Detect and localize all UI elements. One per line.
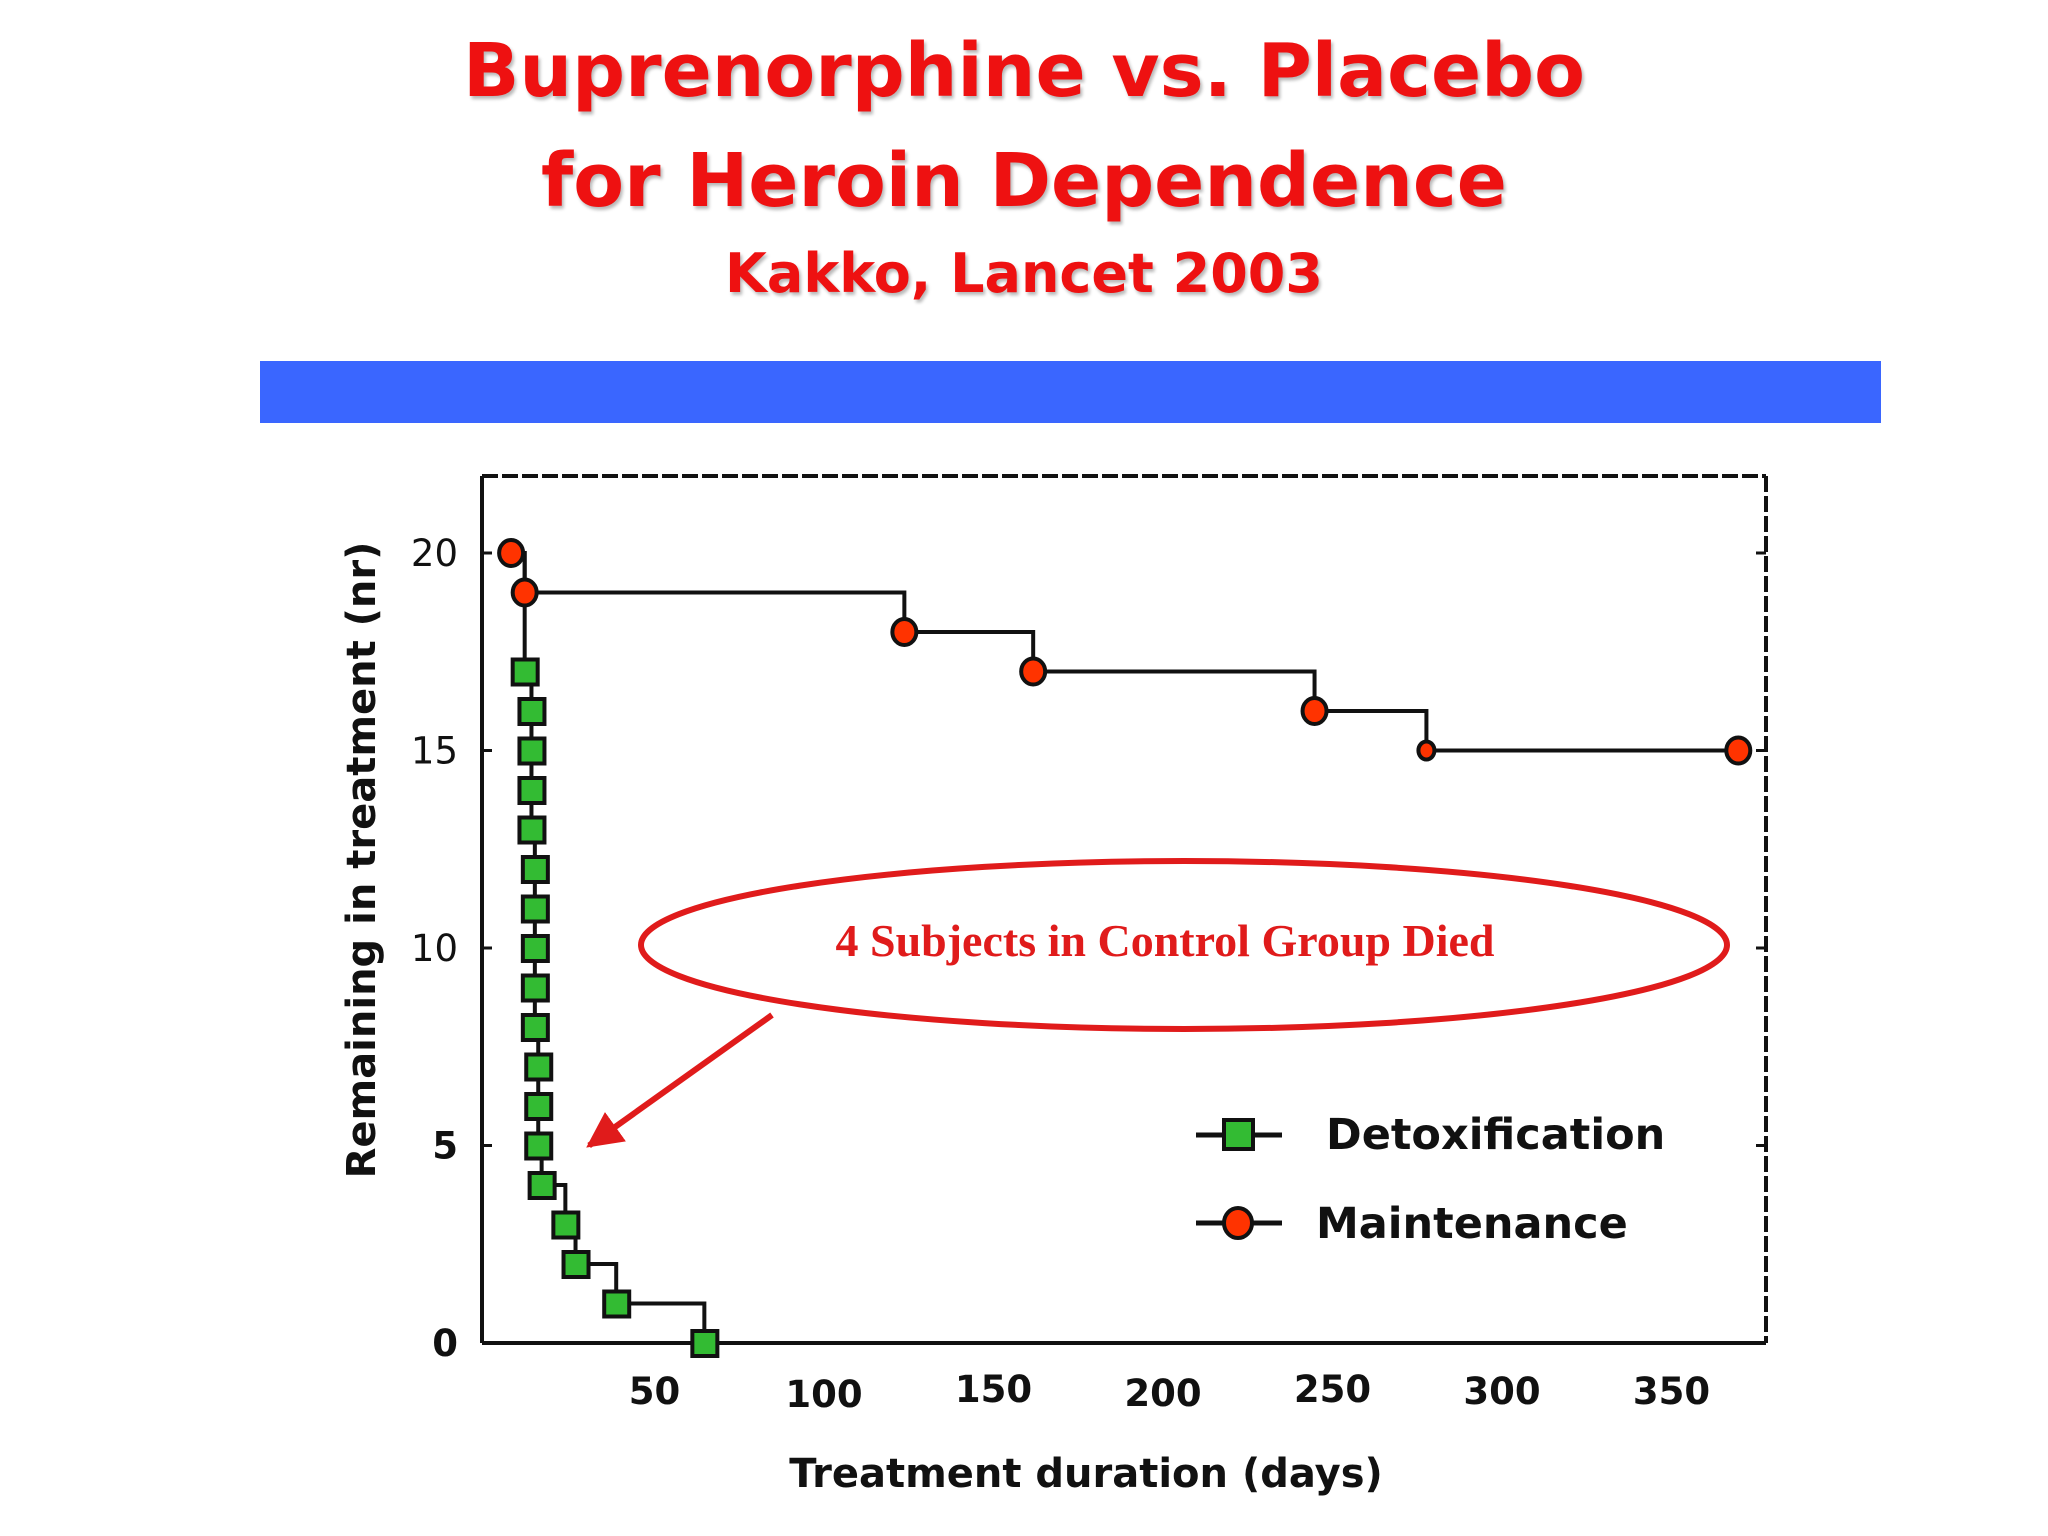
- y-tick-label-0: 0: [432, 1322, 458, 1365]
- detox-point-2: [517, 736, 547, 766]
- annotation-text: 4 Subjects in Control Group Died: [835, 915, 1494, 966]
- x-tick-label-250: 250: [1294, 1368, 1371, 1411]
- legend: Detoxification Maintenance: [1196, 1110, 1665, 1249]
- y-tick-label-15: 15: [411, 730, 458, 773]
- legend-maintenance-label: Maintenance: [1316, 1199, 1628, 1249]
- maintenance-point-4: [1300, 696, 1329, 726]
- series-layer: [497, 538, 1753, 1358]
- annotation-ellipse: [638, 858, 1730, 1032]
- detox-point-13: [527, 1171, 557, 1200]
- y-axis-title: Remaining in treatment (nr): [339, 542, 385, 1179]
- x-tick-label-300: 300: [1463, 1370, 1540, 1413]
- detox-point-5: [520, 855, 550, 884]
- slide-subtitle: Kakko, Lancet 2003: [725, 242, 1323, 305]
- maintenance-point-5: [1416, 739, 1437, 762]
- x-tick-label-100: 100: [785, 1373, 862, 1416]
- detox-point-14: [551, 1210, 581, 1240]
- x-tick-label-200: 200: [1124, 1372, 1201, 1415]
- detox-point-6: [520, 894, 550, 924]
- slide-title-line2: for Heroin Dependence: [541, 138, 1507, 224]
- detox-point-10: [524, 1052, 554, 1082]
- detox-point-0: [510, 657, 540, 687]
- y-tick-label-10: 10: [411, 927, 458, 970]
- legend-detox-label: Detoxification: [1326, 1110, 1665, 1160]
- maintenance-point-3: [1019, 656, 1048, 687]
- detox-point-17: [690, 1329, 720, 1358]
- detox-point-16: [602, 1289, 632, 1319]
- y-tick-label-5: 5: [432, 1125, 458, 1168]
- y-tick-label-20: 20: [411, 532, 458, 575]
- x-tick-label-150: 150: [955, 1368, 1032, 1411]
- x-axis-title: Treatment duration (days): [789, 1451, 1383, 1497]
- detox-point-8: [520, 973, 550, 1003]
- detox-point-9: [520, 1013, 550, 1042]
- axis-layer: 50 100 150 200 250 300 350 0 5 10 15 20: [411, 532, 1766, 1416]
- maintenance-point-0: [497, 538, 526, 568]
- legend-maintenance-marker: [1222, 1206, 1254, 1240]
- detox-point-11: [524, 1092, 554, 1121]
- x-tick-label-350: 350: [1633, 1370, 1710, 1413]
- detox-point-1: [517, 697, 547, 726]
- blue-banner: [260, 361, 1881, 423]
- maintenance-point-2: [890, 617, 919, 647]
- detox-point-15: [561, 1250, 591, 1279]
- x-tick-label-50: 50: [629, 1370, 681, 1413]
- series-line-1: [511, 551, 1739, 753]
- detox-point-4: [517, 815, 547, 845]
- plot-frame: [480, 474, 1768, 1345]
- detox-point-7: [520, 934, 550, 963]
- slide-title-line1: Buprenorphine vs. Placebo: [463, 28, 1585, 114]
- annotation-layer: 4 Subjects in Control Group Died: [586, 858, 1730, 1148]
- annotation-arrow: [586, 1012, 774, 1148]
- detox-point-12: [524, 1131, 554, 1161]
- maintenance-point-1: [510, 577, 539, 608]
- maintenance-point-6: [1724, 735, 1753, 766]
- legend-detox-marker: [1222, 1118, 1255, 1151]
- detox-point-3: [517, 776, 547, 805]
